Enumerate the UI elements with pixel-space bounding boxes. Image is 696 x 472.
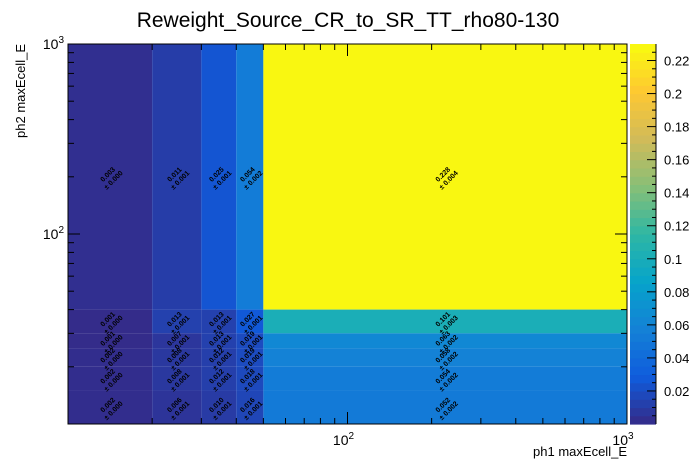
x-axis-label: ph1 maxEcell_E — [533, 444, 627, 459]
heatmap-cell — [236, 44, 264, 310]
palette-band — [630, 143, 656, 152]
palette-band — [630, 60, 656, 70]
palette-band — [630, 68, 656, 78]
palette-band — [630, 341, 656, 351]
palette-band — [630, 44, 656, 53]
heatmap-cell — [263, 348, 627, 367]
palette-band — [630, 357, 656, 367]
palette-band — [630, 77, 656, 86]
heatmap-cell — [152, 390, 202, 424]
palette-band — [630, 184, 656, 194]
heatmap-cell — [68, 309, 153, 334]
palette-band — [630, 258, 656, 268]
heatmap-cell — [201, 348, 237, 367]
palette-band — [630, 209, 656, 219]
heatmap-cell — [152, 44, 202, 310]
heatmap-cells — [68, 44, 627, 424]
heatmap-cell — [201, 44, 237, 310]
palette-band — [630, 283, 656, 293]
heatmap-cell — [68, 333, 153, 349]
palette-band — [630, 324, 656, 334]
heatmap-cell — [236, 309, 264, 334]
palette-band — [630, 275, 656, 285]
palette-band — [630, 308, 656, 318]
heatmap-cell — [236, 333, 264, 349]
y-tick-label: 102 — [43, 225, 65, 242]
palette-band — [630, 217, 656, 227]
palette-tick-label: 0.04 — [664, 351, 689, 366]
color-palette-axis: 0.02 0.04 0.06 0.08 0.1 0.12 0.14 0.16 0.18 0.2 0.… — [630, 44, 689, 425]
heatmap-cell — [68, 348, 153, 367]
heatmap-cell — [236, 348, 264, 367]
y-tick-label: 103 — [43, 35, 65, 52]
heatmap-cell — [263, 309, 627, 334]
palette-band — [630, 151, 656, 161]
palette-band — [630, 110, 656, 119]
palette-band — [630, 316, 656, 326]
palette-band — [630, 126, 656, 136]
heatmap-cell — [68, 390, 153, 424]
palette-tick-label: 0.08 — [664, 285, 689, 300]
heatmap-cell — [201, 333, 237, 349]
x-tick-label: 102 — [333, 431, 355, 448]
heatmap-cell — [263, 333, 627, 349]
palette-band — [630, 415, 656, 425]
palette-tick-label: 0.1 — [664, 252, 682, 267]
heatmap-cell — [201, 309, 237, 334]
palette-tick-label: 0.02 — [664, 384, 689, 399]
heatmap-cell — [201, 366, 237, 391]
x-tick-label: 103 — [612, 431, 634, 448]
palette-band — [630, 200, 656, 210]
heatmap-cell — [236, 390, 264, 424]
palette-band — [630, 234, 656, 243]
palette-band — [630, 192, 656, 202]
heatmap-cell — [152, 366, 202, 391]
palette-band — [630, 93, 656, 103]
palette-band — [630, 382, 656, 392]
palette-band — [630, 399, 656, 409]
chart-title: Reweight_Source_CR_to_SR_TT_rho80-130 — [137, 9, 560, 32]
palette-band — [630, 225, 656, 235]
axes: 102 103 102 103 — [43, 35, 634, 448]
palette-band — [630, 333, 656, 342]
palette-band — [630, 176, 656, 186]
heatmap-cell — [201, 390, 237, 424]
palette-band — [630, 374, 656, 384]
palette-band — [630, 134, 656, 144]
palette-band — [630, 267, 656, 276]
palette-band — [630, 291, 656, 301]
palette-band — [630, 52, 656, 62]
y-axis-label: ph2 maxEcell_E — [13, 44, 28, 138]
palette-band — [630, 407, 656, 417]
palette-band — [630, 390, 656, 400]
palette-tick-label: 0.06 — [664, 318, 689, 333]
palette-band — [630, 101, 656, 111]
palette-band — [630, 366, 656, 376]
heatmap-cell — [68, 44, 153, 310]
heatmap-cell — [263, 44, 627, 310]
heatmap-cell — [152, 333, 202, 349]
heatmap-cell — [152, 309, 202, 334]
palette-tick-label: 0.2 — [664, 87, 682, 102]
palette-tick-label: 0.14 — [664, 186, 689, 201]
palette-band — [630, 242, 656, 252]
heatmap-cell — [236, 366, 264, 391]
palette-band — [630, 250, 656, 260]
palette-tick-label: 0.22 — [664, 54, 689, 69]
heatmap-cell — [263, 390, 627, 424]
palette-band — [630, 300, 656, 309]
palette-band — [630, 349, 656, 359]
palette-band — [630, 118, 656, 128]
palette-band — [630, 85, 656, 95]
palette-band — [630, 159, 656, 169]
heatmap-cell — [263, 366, 627, 391]
palette-tick-label: 0.12 — [664, 219, 689, 234]
heatmap-cell — [152, 348, 202, 367]
palette-tick-label: 0.16 — [664, 153, 689, 168]
palette-tick-label: 0.18 — [664, 120, 689, 135]
heatmap-cell — [68, 366, 153, 391]
palette-band — [630, 167, 656, 177]
